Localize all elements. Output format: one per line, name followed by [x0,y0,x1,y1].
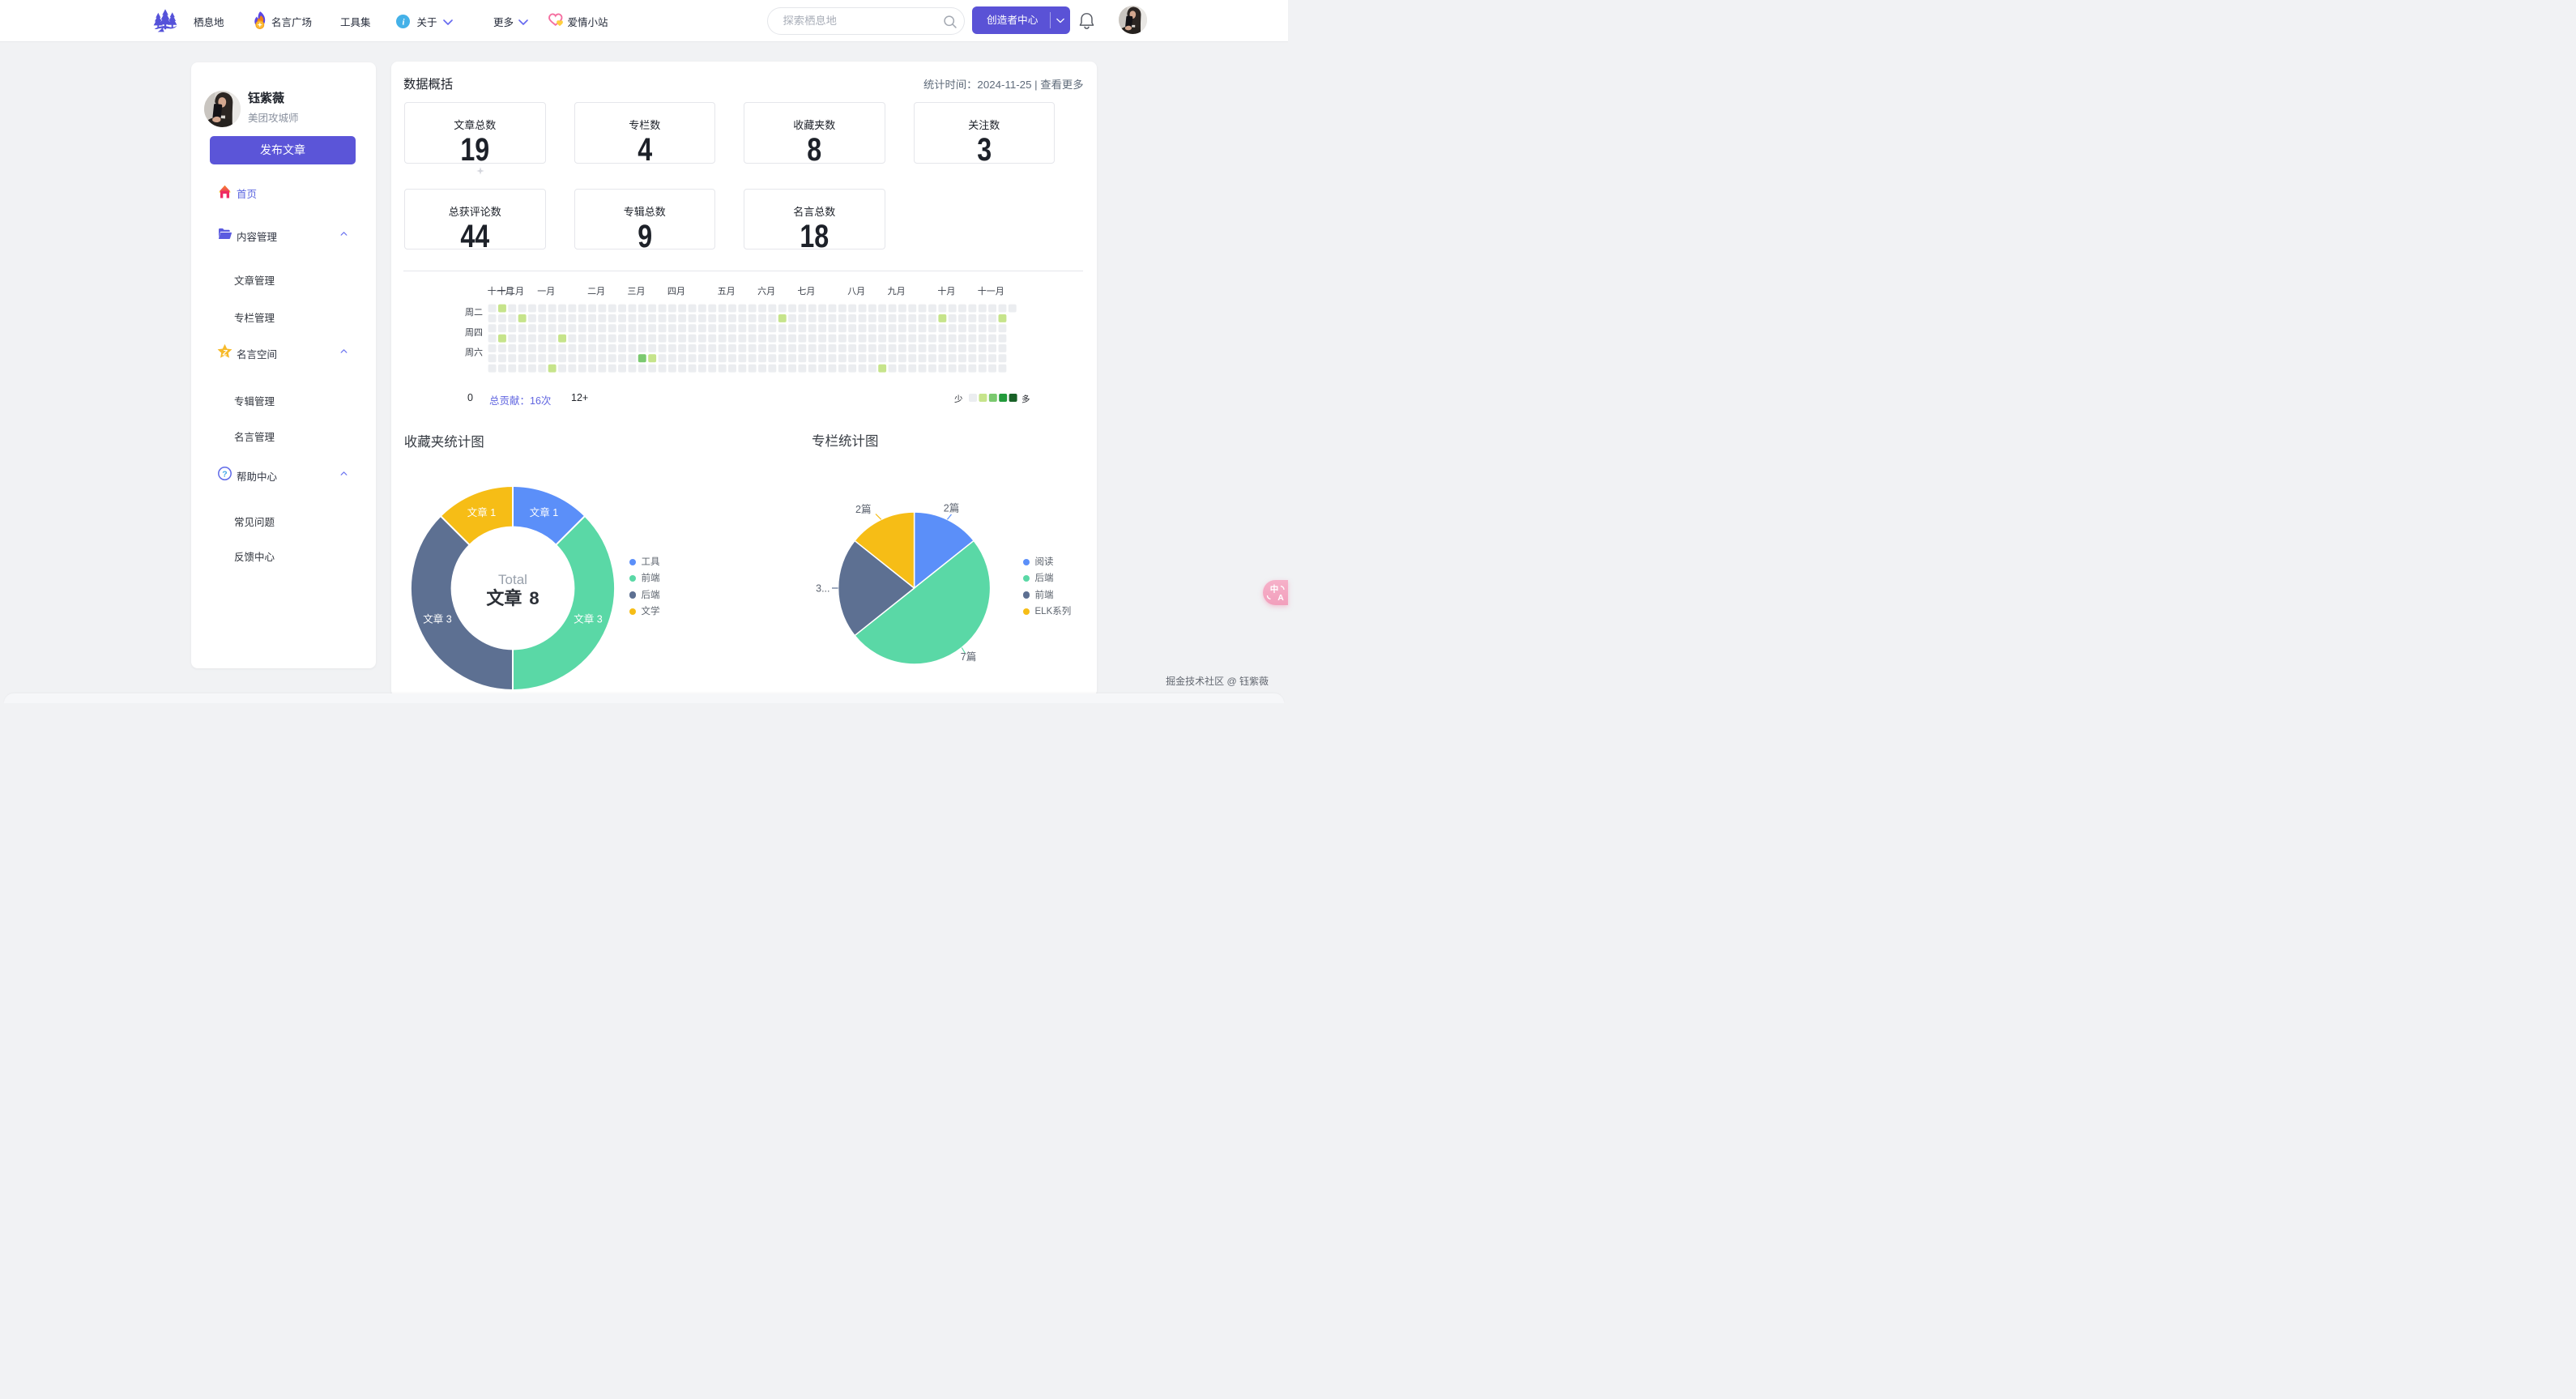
svg-text:周二: 周二 [465,307,483,318]
svg-text:中: 中 [1269,583,1278,594]
svg-text:七月: 七月 [797,286,815,296]
svg-text:2篇: 2篇 [944,502,959,514]
svg-text:十二月: 十二月 [497,285,524,296]
svg-text:九月: 九月 [888,286,906,296]
svg-text:周六: 周六 [465,348,483,358]
svg-text:?: ? [222,469,227,479]
svg-text:二月: 二月 [587,287,605,296]
svg-text:十一月: 十一月 [978,285,1004,296]
svg-text:文章 1: 文章 1 [467,506,496,518]
svg-text:A: A [1277,593,1284,603]
svg-text:一月: 一月 [537,287,555,296]
svg-text:八月: 八月 [847,287,865,296]
svg-text:五月: 五月 [718,287,736,296]
svg-text:三月: 三月 [628,287,646,296]
svg-text:i: i [402,18,405,28]
svg-text:7篇: 7篇 [961,650,976,663]
svg-text:Total: Total [498,572,527,587]
svg-text:文章 1: 文章 1 [530,506,558,518]
svg-text:四月: 四月 [667,287,685,296]
svg-text:Z: Z [222,348,228,357]
svg-text:十一月: 十一月 [488,285,514,296]
svg-text:文章 3: 文章 3 [423,613,451,625]
svg-text:六月: 六月 [757,286,775,296]
svg-text:2篇: 2篇 [855,503,871,515]
svg-text:十月: 十月 [937,285,955,296]
svg-text:文章8: 文章 8 [486,588,539,608]
svg-text:周四: 周四 [465,327,483,338]
svg-text:3...: 3... [816,583,830,595]
svg-text:文章 3: 文章 3 [574,613,602,625]
